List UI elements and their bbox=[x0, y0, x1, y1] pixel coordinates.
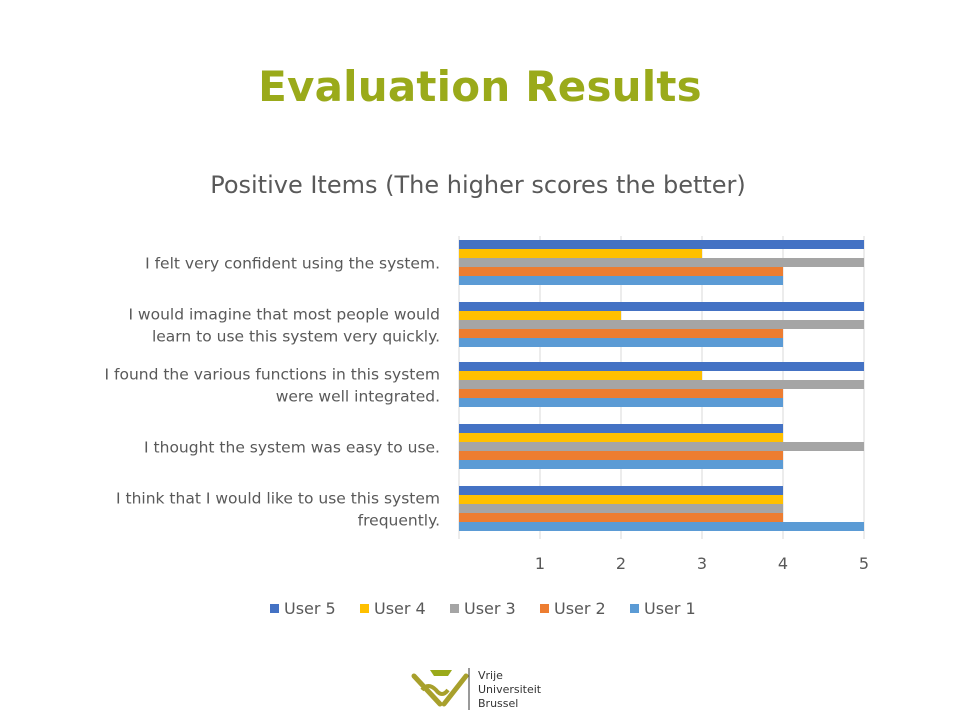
category-labels: I felt very confident using the system. I… bbox=[105, 255, 441, 530]
x-tick-label: 3 bbox=[697, 554, 707, 573]
chart-title: Positive Items (The higher scores the be… bbox=[210, 171, 746, 199]
category-label: I found the various functions in this sy… bbox=[105, 366, 441, 384]
bar-user-1-item-3 bbox=[459, 398, 783, 407]
bar-user-2-item-2 bbox=[459, 329, 783, 338]
legend-label: User 2 bbox=[554, 599, 606, 618]
legend-label: User 4 bbox=[374, 599, 426, 618]
bar-user-1-item-5 bbox=[459, 522, 864, 531]
category-label: I felt very confident using the system. bbox=[145, 255, 440, 273]
legend-swatch bbox=[360, 604, 369, 613]
legend-item: User 5 bbox=[270, 599, 336, 618]
logo-text-universiteit: Universiteit bbox=[478, 683, 542, 696]
x-tick-labels: 1 2 3 4 5 bbox=[535, 554, 869, 573]
legend-swatch bbox=[270, 604, 279, 613]
x-tick-label: 2 bbox=[616, 554, 626, 573]
x-tick-label: 1 bbox=[535, 554, 545, 573]
bar-user-3-item-4 bbox=[459, 442, 864, 451]
bar-user-4-item-1 bbox=[459, 249, 702, 258]
bar-user-5-item-2 bbox=[459, 302, 864, 311]
category-label: I would imagine that most people would bbox=[128, 306, 440, 324]
x-tick-label: 4 bbox=[778, 554, 788, 573]
bar-user-4-item-3 bbox=[459, 371, 702, 380]
bar-user-5-item-4 bbox=[459, 424, 783, 433]
bar-user-2-item-5 bbox=[459, 513, 783, 522]
bar-user-5-item-3 bbox=[459, 362, 864, 371]
bar-user-1-item-2 bbox=[459, 338, 783, 347]
bar-user-4-item-5 bbox=[459, 495, 783, 504]
category-label: I thought the system was easy to use. bbox=[144, 439, 440, 457]
x-tick-label: 5 bbox=[859, 554, 869, 573]
bar-user-5-item-5 bbox=[459, 486, 783, 495]
bar-user-3-item-5 bbox=[459, 504, 783, 513]
bar-user-4-item-4 bbox=[459, 433, 783, 442]
category-label: learn to use this system very quickly. bbox=[152, 328, 440, 346]
chart-legend: User 5 User 4 User 3 User 2 User 1 bbox=[270, 599, 696, 618]
vub-emblem-icon bbox=[411, 668, 470, 710]
bar-user-4-item-2 bbox=[459, 311, 621, 320]
legend-label: User 1 bbox=[644, 599, 696, 618]
bar-user-1-item-4 bbox=[459, 460, 783, 469]
bar-user-3-item-3 bbox=[459, 380, 864, 389]
category-label: were well integrated. bbox=[276, 388, 440, 406]
legend-item: User 1 bbox=[630, 599, 696, 618]
bar-user-1-item-1 bbox=[459, 276, 783, 285]
legend-item: User 3 bbox=[450, 599, 516, 618]
legend-swatch bbox=[630, 604, 639, 613]
bar-user-2-item-1 bbox=[459, 267, 783, 276]
legend-item: User 2 bbox=[540, 599, 606, 618]
chart-bars bbox=[459, 240, 864, 531]
logo-text-vrije: Vrije bbox=[478, 669, 503, 682]
legend-swatch bbox=[450, 604, 459, 613]
category-label: frequently. bbox=[358, 512, 440, 530]
bar-user-2-item-4 bbox=[459, 451, 783, 460]
bar-user-5-item-1 bbox=[459, 240, 864, 249]
slide-title: Evaluation Results bbox=[258, 62, 702, 111]
legend-label: User 3 bbox=[464, 599, 516, 618]
category-label: I think that I would like to use this sy… bbox=[116, 490, 440, 508]
legend-label: User 5 bbox=[284, 599, 336, 618]
legend-swatch bbox=[540, 604, 549, 613]
bar-user-3-item-2 bbox=[459, 320, 864, 329]
legend-item: User 4 bbox=[360, 599, 426, 618]
logo-text-brussel: Brussel bbox=[478, 697, 519, 710]
bar-user-3-item-1 bbox=[459, 258, 864, 267]
bar-user-2-item-3 bbox=[459, 389, 783, 398]
